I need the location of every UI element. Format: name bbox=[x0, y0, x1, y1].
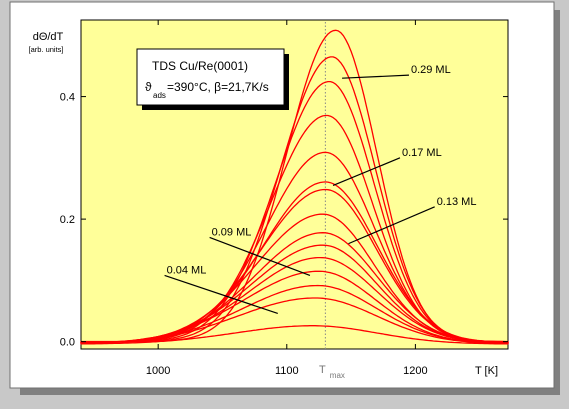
title-line-2-symbol: ϑ bbox=[145, 80, 152, 94]
plot-area bbox=[80, 19, 509, 350]
title-line-2-subscript: ads bbox=[153, 91, 166, 100]
annotation-pointer bbox=[164, 274, 278, 315]
tmax-label: T bbox=[319, 364, 326, 376]
annotation-label: 0.13 ML bbox=[437, 196, 477, 208]
title-box-panel bbox=[136, 48, 285, 106]
tmax-subscript: max bbox=[330, 371, 345, 380]
y-tick-label: 0.4 bbox=[60, 92, 75, 104]
series-line bbox=[80, 29, 509, 343]
y-axis-label: dΘ/dT bbox=[33, 31, 64, 43]
x-tick-label: 1000 bbox=[146, 365, 170, 377]
annotation-label: 0.09 ML bbox=[212, 226, 252, 238]
title-box: TDS Cu/Re(0001) ϑ ads =390°C, β=21,7K/s bbox=[136, 48, 289, 110]
annotation-pointer bbox=[348, 206, 435, 245]
annotation-pointer bbox=[342, 74, 409, 79]
title-line-1: TDS Cu/Re(0001) bbox=[152, 59, 248, 73]
x-axis-label: T [K] bbox=[475, 365, 498, 377]
series-line bbox=[80, 213, 509, 344]
annotation-pointer bbox=[209, 236, 311, 277]
series-line bbox=[80, 325, 509, 345]
annotation-pointer bbox=[332, 157, 401, 186]
x-tick-label: 1200 bbox=[403, 365, 427, 377]
annotation-label: 0.29 ML bbox=[411, 64, 451, 76]
x-tick-label: 1100 bbox=[275, 365, 299, 377]
y-axis-unit: [arb. units] bbox=[28, 45, 63, 54]
title-line-2-rest: =390°C, β=21,7K/s bbox=[167, 80, 269, 94]
tmax-main: T bbox=[319, 364, 326, 376]
annotation-label: 0.17 ML bbox=[402, 147, 442, 159]
y-tick-label: 0.0 bbox=[60, 337, 75, 349]
annotation-label: 0.04 ML bbox=[167, 264, 207, 276]
y-tick-label: 0.2 bbox=[60, 214, 75, 226]
